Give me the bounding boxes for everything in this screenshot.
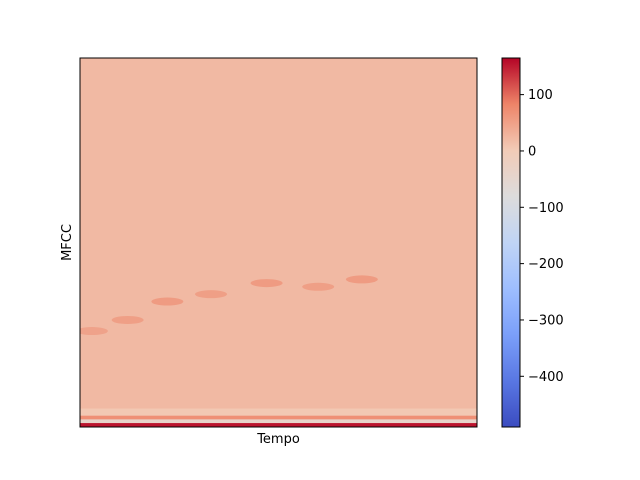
colorbar-tick-label: −200 [528,257,564,272]
colorbar-tick-label: −100 [528,201,564,216]
heatmap-band-0 [80,422,477,427]
plot-frame [79,57,478,428]
heatmap-trace-point [302,282,335,291]
heatmap-trace-point [111,315,144,324]
heatmap-band-3 [80,408,477,416]
colorbar-ticks: 100 0 −100 −200 −300 −400 [520,88,564,385]
colorbar-tick-label: 0 [528,144,536,159]
colorbar-tick-label: 100 [528,88,553,103]
x-axis-label: Tempo [256,432,300,447]
heatmap-trace-point [345,275,378,284]
colorbar: 100 0 −100 −200 −300 −400 [501,57,564,428]
colorbar-tick-label: −300 [528,313,564,328]
heatmap-band-2 [80,415,477,420]
heatmap-trace-point [151,297,184,306]
heatmap-base [80,58,477,427]
heatmap-trace-point [195,290,228,299]
colorbar-frame [501,57,521,428]
colorbar-tick-label: −400 [528,370,564,385]
heatmap-trace-point [250,279,283,288]
heatmap-band-1 [80,418,477,424]
y-axis-label: MFCC [60,224,75,261]
colorbar-gradient [502,58,520,427]
heatmap-trace-point [80,327,108,336]
mfcc-heatmap [80,58,477,427]
